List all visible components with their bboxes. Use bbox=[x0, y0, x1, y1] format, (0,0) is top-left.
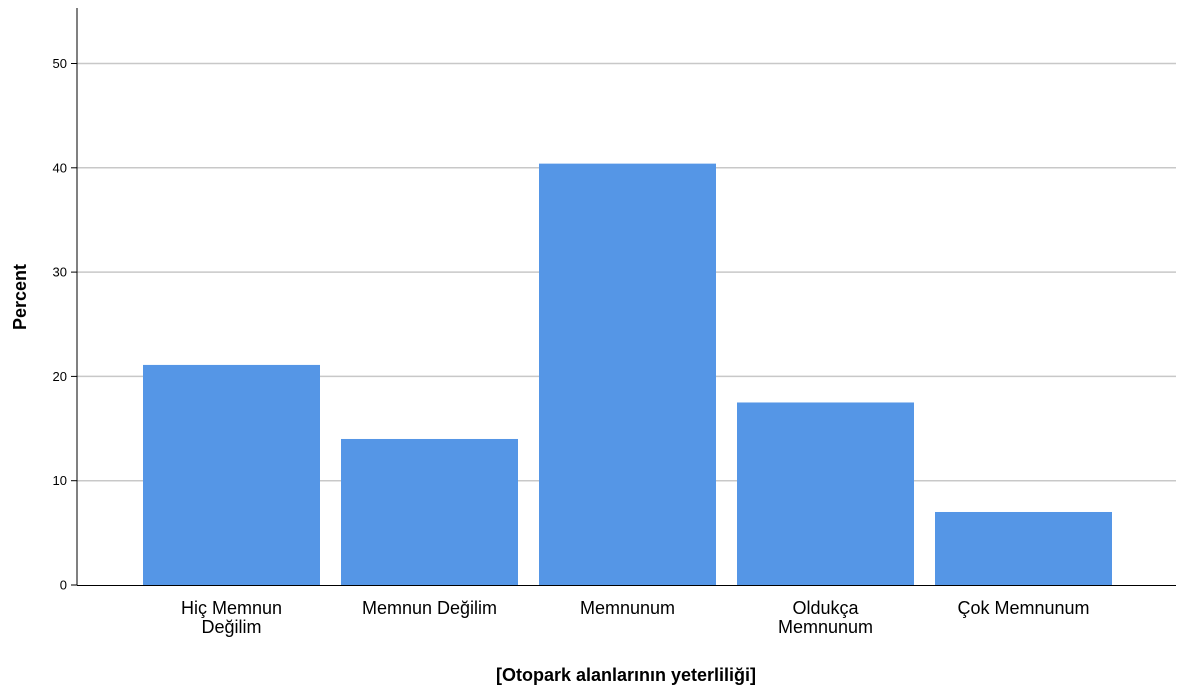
y-tick-label: 0 bbox=[60, 578, 67, 593]
bar bbox=[539, 163, 716, 586]
x-tick-label: Hiç Memnun Değilim bbox=[181, 598, 282, 637]
x-tick-label-line: Hiç Memnun bbox=[181, 598, 282, 618]
x-axis-title: [Otopark alanlarının yeterliliği] bbox=[496, 665, 756, 685]
y-tick-label: 30 bbox=[53, 265, 67, 280]
y-tick-label: 50 bbox=[53, 56, 67, 71]
y-tick-labels: 0 10 20 30 40 50 bbox=[53, 56, 77, 593]
x-tick-label: Memnunum bbox=[580, 598, 675, 618]
y-tick-label: 40 bbox=[53, 160, 67, 175]
x-tick-label-line: Memnunum bbox=[580, 598, 675, 618]
bar bbox=[341, 438, 518, 585]
x-tick-label-line: Memnun Değilim bbox=[362, 598, 497, 618]
bars bbox=[143, 163, 1112, 586]
axes bbox=[76, 8, 1176, 586]
x-tick-label: Oldukça Memnunum bbox=[778, 598, 873, 637]
bar bbox=[143, 364, 320, 585]
x-tick-label-line: Çok Memnunum bbox=[957, 598, 1089, 618]
bar bbox=[935, 511, 1112, 585]
x-tick-label: Memnun Değilim bbox=[362, 598, 497, 618]
y-axis-title: Percent bbox=[10, 264, 30, 330]
x-tick-label-line: Değilim bbox=[201, 617, 261, 637]
bar bbox=[737, 402, 914, 585]
x-tick-label-line: Oldukça bbox=[792, 598, 859, 618]
y-tick-label: 10 bbox=[53, 473, 67, 488]
x-tick-label: Çok Memnunum bbox=[957, 598, 1089, 618]
y-tick-label: 20 bbox=[53, 369, 67, 384]
x-tick-label-line: Memnunum bbox=[778, 617, 873, 637]
